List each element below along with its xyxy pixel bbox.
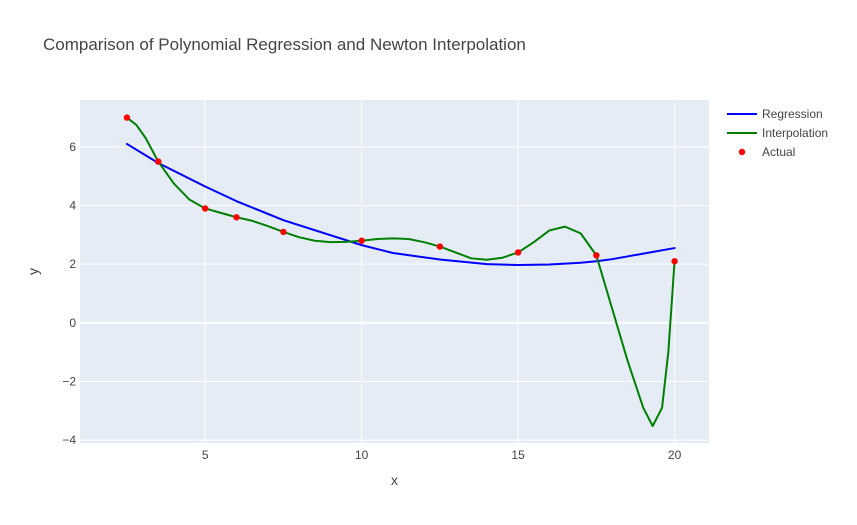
actual-point <box>358 237 365 244</box>
legend-label: Actual <box>762 145 795 159</box>
series-regression-line <box>125 142 676 267</box>
series-interpolation-line <box>125 116 676 427</box>
y-tick-label: −2 <box>62 374 76 388</box>
x-tick-label: 10 <box>355 448 369 462</box>
actual-point <box>123 114 131 121</box>
actual-point <box>201 205 209 212</box>
series-layer <box>125 116 676 427</box>
actual-point <box>233 214 240 221</box>
legend-item-interpolation[interactable]: Interpolation <box>727 126 828 140</box>
y-tick-label: 6 <box>69 140 76 154</box>
y-axis-title: y <box>25 268 41 275</box>
grid-lines <box>80 100 709 443</box>
legend-item-regression[interactable]: Regression <box>727 107 823 121</box>
plot-area <box>80 100 709 443</box>
legend-marker-swatch <box>738 148 746 156</box>
x-tick-label: 15 <box>511 448 525 462</box>
actual-point <box>280 228 287 236</box>
legend-label: Interpolation <box>762 126 828 140</box>
y-tick-label: −4 <box>62 433 76 447</box>
x-axis-ticks: 5 10 15 20 <box>202 448 682 462</box>
actual-point <box>593 252 600 259</box>
x-tick-label: 5 <box>202 448 209 462</box>
y-tick-label: 0 <box>69 316 76 330</box>
y-tick-label: 2 <box>69 257 76 271</box>
actual-point <box>436 243 444 250</box>
actual-point <box>514 249 522 256</box>
markers-layer <box>123 114 678 265</box>
actual-point <box>671 258 678 265</box>
y-tick-label: 4 <box>69 199 76 213</box>
x-axis-title: x <box>391 472 398 488</box>
legend-label: Regression <box>762 107 823 121</box>
chart-title: Comparison of Polynomial Regression and … <box>43 35 526 54</box>
legend[interactable]: Regression Interpolation Actual <box>727 107 828 159</box>
x-tick-label: 20 <box>668 448 682 462</box>
actual-point <box>155 158 162 165</box>
y-axis-ticks: −4 −2 0 2 4 6 <box>62 140 76 447</box>
legend-item-actual[interactable]: Actual <box>738 145 796 159</box>
